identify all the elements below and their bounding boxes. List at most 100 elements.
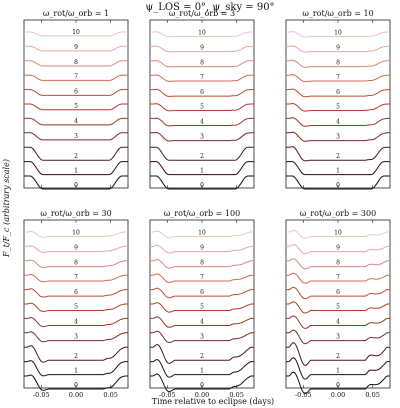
curve-2 [150,146,254,161]
curve-label: 0 [74,182,78,189]
curve-label: 6 [336,89,340,96]
curve-5 [286,301,390,314]
curve-4 [150,316,254,328]
curve-label: 10 [334,30,342,37]
curve-label: 4 [336,319,340,326]
curve-0 [24,175,128,190]
curve-label: 6 [200,289,204,296]
curve-8 [24,60,128,67]
panel-title: ω_rot/ω_orb = 300 [300,209,376,218]
curve-label: 10 [198,30,206,37]
curve-label: 7 [200,74,204,81]
curve-label: 3 [74,133,78,140]
curve-label: 9 [200,245,204,252]
curve-6 [24,89,128,96]
curve-3 [286,329,390,345]
panel-3: ω_rot/ω_orb = 10 0 1 2 3 4 5 6 7 8 9 10 [285,9,391,190]
curve-label: 4 [200,119,204,126]
curve-label: 0 [336,382,340,389]
panel-title: ω_rot/ω_orb = 10 [302,9,373,18]
curve-7 [24,273,128,283]
curve-7 [286,74,390,83]
curve-2 [150,344,254,364]
curve-label: 6 [336,289,340,296]
curve-label: 1 [200,168,204,175]
curve-2 [286,342,390,366]
curve-label: 2 [74,353,78,360]
curve-label: 2 [200,353,204,360]
curve-10 [286,31,390,38]
curve-label: 9 [74,245,78,252]
x-tick-label: 0.05 [365,391,379,399]
curve-10 [150,31,254,38]
curve-8 [286,59,390,68]
curve-8 [286,258,390,270]
curve-label: 7 [200,274,204,281]
curve-label: 6 [74,88,78,95]
curve-1 [150,161,254,176]
curve-0 [24,374,128,391]
x-tick-label: 0.00 [195,391,209,399]
curve-5 [24,302,128,312]
curve-5 [150,103,254,112]
curve-label: 1 [200,368,204,375]
curve-label: 4 [74,118,78,125]
curve-label: 8 [74,260,78,267]
curve-4 [24,117,128,126]
curve-6 [150,88,254,97]
curve-label: 9 [336,245,340,252]
curve-9 [24,245,128,253]
curve-1 [150,359,254,378]
curve-label: 5 [336,103,340,110]
curve-4 [150,117,254,127]
curve-0 [150,175,254,190]
curve-8 [24,259,128,269]
curve-label: 1 [74,168,78,175]
panel-5: ω_rot/ω_orb = 100 -0.05 0.00 0.05 0 1 2 3 4 5 6 7 8 9… [149,209,255,399]
curve-9 [150,244,254,254]
curve-4 [286,117,390,127]
curve-4 [286,315,390,329]
curve-7 [24,74,128,81]
panel-title: ω_rot/ω_orb = 100 [164,209,240,218]
curve-4 [24,317,128,328]
curve-label: 5 [336,303,340,310]
curve-label: 5 [74,103,78,110]
curve-label: 0 [200,382,204,389]
curve-label: 3 [336,134,340,141]
panel-title: ω_rot/ω_orb = 3 [169,9,235,18]
curve-label: 2 [336,153,340,160]
curve-label: 1 [74,368,78,375]
curve-1 [24,161,128,176]
curve-1 [24,360,128,377]
curve-label: 10 [198,230,206,237]
curve-label: 7 [74,274,78,281]
curve-7 [150,74,254,82]
curve-label: 5 [74,303,78,310]
curve-9 [286,244,390,255]
curve-label: 3 [74,334,78,341]
curve-10 [24,31,128,37]
curve-1 [286,357,390,380]
curve-3 [24,331,128,343]
curve-label: 5 [200,103,204,110]
curve-label: 10 [72,230,80,237]
curve-1 [286,161,390,176]
curve-8 [150,259,254,269]
curve-label: 9 [74,44,78,51]
curve-label: 1 [336,368,340,375]
figure-title: ψ_LOS = 0°, ψ_sky = 90° [145,2,274,13]
curve-label: 3 [200,134,204,141]
curve-10 [286,229,390,239]
curve-8 [150,60,254,68]
curve-0 [150,373,254,393]
curve-label: 0 [74,382,78,389]
curve-label: 7 [74,73,78,80]
curve-3 [150,131,254,142]
curve-label: 3 [336,334,340,341]
curve-3 [286,131,390,142]
curve-label: 7 [336,74,340,81]
curve-3 [24,132,128,141]
curve-label: 5 [200,303,204,310]
